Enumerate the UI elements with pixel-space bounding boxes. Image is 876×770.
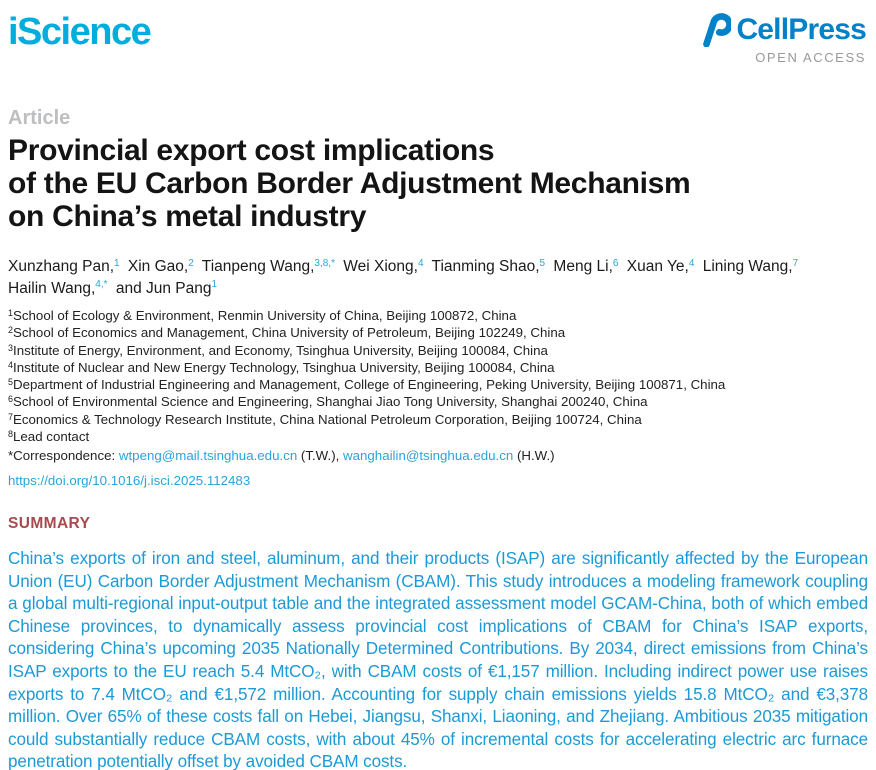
correspondence-text: (T.W.),: [297, 448, 344, 464]
author: Xin Gao,2: [127, 257, 194, 276]
affiliation-row: 7Economics & Technology Research Institu…: [8, 411, 642, 427]
author-superscript: 2: [188, 257, 194, 269]
affiliation-superscript: 2: [8, 325, 14, 336]
author-superscript: 4: [417, 257, 424, 269]
correspondence-email-link[interactable]: wanghailin@tsinghua.edu.cn: [343, 448, 514, 464]
author-superscript: 6: [612, 257, 619, 269]
author-superscript: 4: [688, 257, 695, 269]
author: Tianming Shao,5: [431, 257, 546, 276]
publisher-name: CellPress: [736, 13, 866, 46]
author-superscript: 1: [211, 279, 218, 290]
correspondence-text: *Correspondence:: [8, 448, 119, 464]
affiliation-row: 5Department of Industrial Engineering an…: [8, 377, 726, 393]
author: Meng Li,6: [553, 257, 619, 276]
affiliation-row: 8Lead contact: [8, 429, 90, 445]
affiliation-row: 2School of Economics and Management, Chi…: [8, 325, 566, 341]
author: Xunzhang Pan,1: [8, 257, 120, 276]
affiliation-superscript: 1: [8, 308, 14, 318]
affiliation-superscript: 7: [8, 411, 14, 422]
affiliation-row: 1School of Ecology & Environment, Renmin…: [8, 308, 517, 323]
author: Hailin Wang,4,*: [8, 279, 108, 297]
affiliation-superscript: 6: [8, 394, 14, 405]
publisher-block: CellPress OPEN ACCESS: [697, 13, 867, 65]
open-access-label: OPEN ACCESS: [755, 50, 866, 65]
author: Xuan Ye,4: [626, 257, 695, 276]
affiliation-row: 6School of Environmental Science and Eng…: [8, 394, 648, 410]
doi-link[interactable]: https://doi.org/10.1016/j.isci.2025.1124…: [8, 472, 251, 488]
correspondence-line: *Correspondence: wtpeng@mail.tsinghua.ed…: [8, 448, 868, 463]
cellpress-icon: [697, 13, 732, 47]
author-superscript: 4,*: [95, 279, 108, 290]
author-list: Xunzhang Pan,1 Xin Gao,2 Tianpeng Wang,3…: [8, 257, 868, 300]
author: Tianpeng Wang,3,8,*: [201, 257, 335, 276]
correspondence-email-link[interactable]: wtpeng@mail.tsinghua.edu.cn: [118, 448, 298, 464]
article-type-label: Article: [8, 107, 71, 129]
doi-line: https://doi.org/10.1016/j.isci.2025.1124…: [8, 473, 868, 488]
affiliation-superscript: 5: [8, 377, 14, 388]
summary-heading: SUMMARY: [8, 514, 91, 532]
summary-text: China’s exports of iron and steel, alumi…: [8, 548, 868, 770]
article-title: Provincial export cost implications of t…: [8, 134, 691, 233]
author-line: Hailin Wang,4,* and Jun Pang1: [8, 279, 868, 301]
affiliation-row: 3Institute of Energy, Environment, and E…: [8, 342, 548, 358]
affiliation-superscript: 8: [8, 429, 14, 440]
author-superscript: 7: [792, 257, 799, 269]
author: and Jun Pang1: [115, 279, 218, 297]
correspondence-text: (H.W.): [513, 448, 555, 464]
author-superscript: 1: [114, 257, 120, 269]
journal-logo: iScience: [8, 11, 152, 53]
author-superscript: 3,8,*: [314, 257, 335, 269]
publisher-logo: CellPress: [697, 13, 867, 47]
author: Lining Wang,7: [702, 257, 799, 276]
affiliation-superscript: 4: [8, 359, 14, 370]
affiliation-superscript: 3: [8, 342, 14, 353]
author-line: Xunzhang Pan,1 Xin Gao,2 Tianpeng Wang,3…: [8, 257, 868, 279]
page-header: iScience CellPress OPEN ACCESS: [8, 0, 868, 65]
affiliation-row: 4Institute of Nuclear and New Energy Tec…: [8, 359, 555, 375]
affiliation-list: 1School of Ecology & Environment, Renmin…: [8, 308, 868, 446]
author: Wei Xiong,4: [343, 257, 424, 276]
author-superscript: 5: [539, 257, 546, 269]
